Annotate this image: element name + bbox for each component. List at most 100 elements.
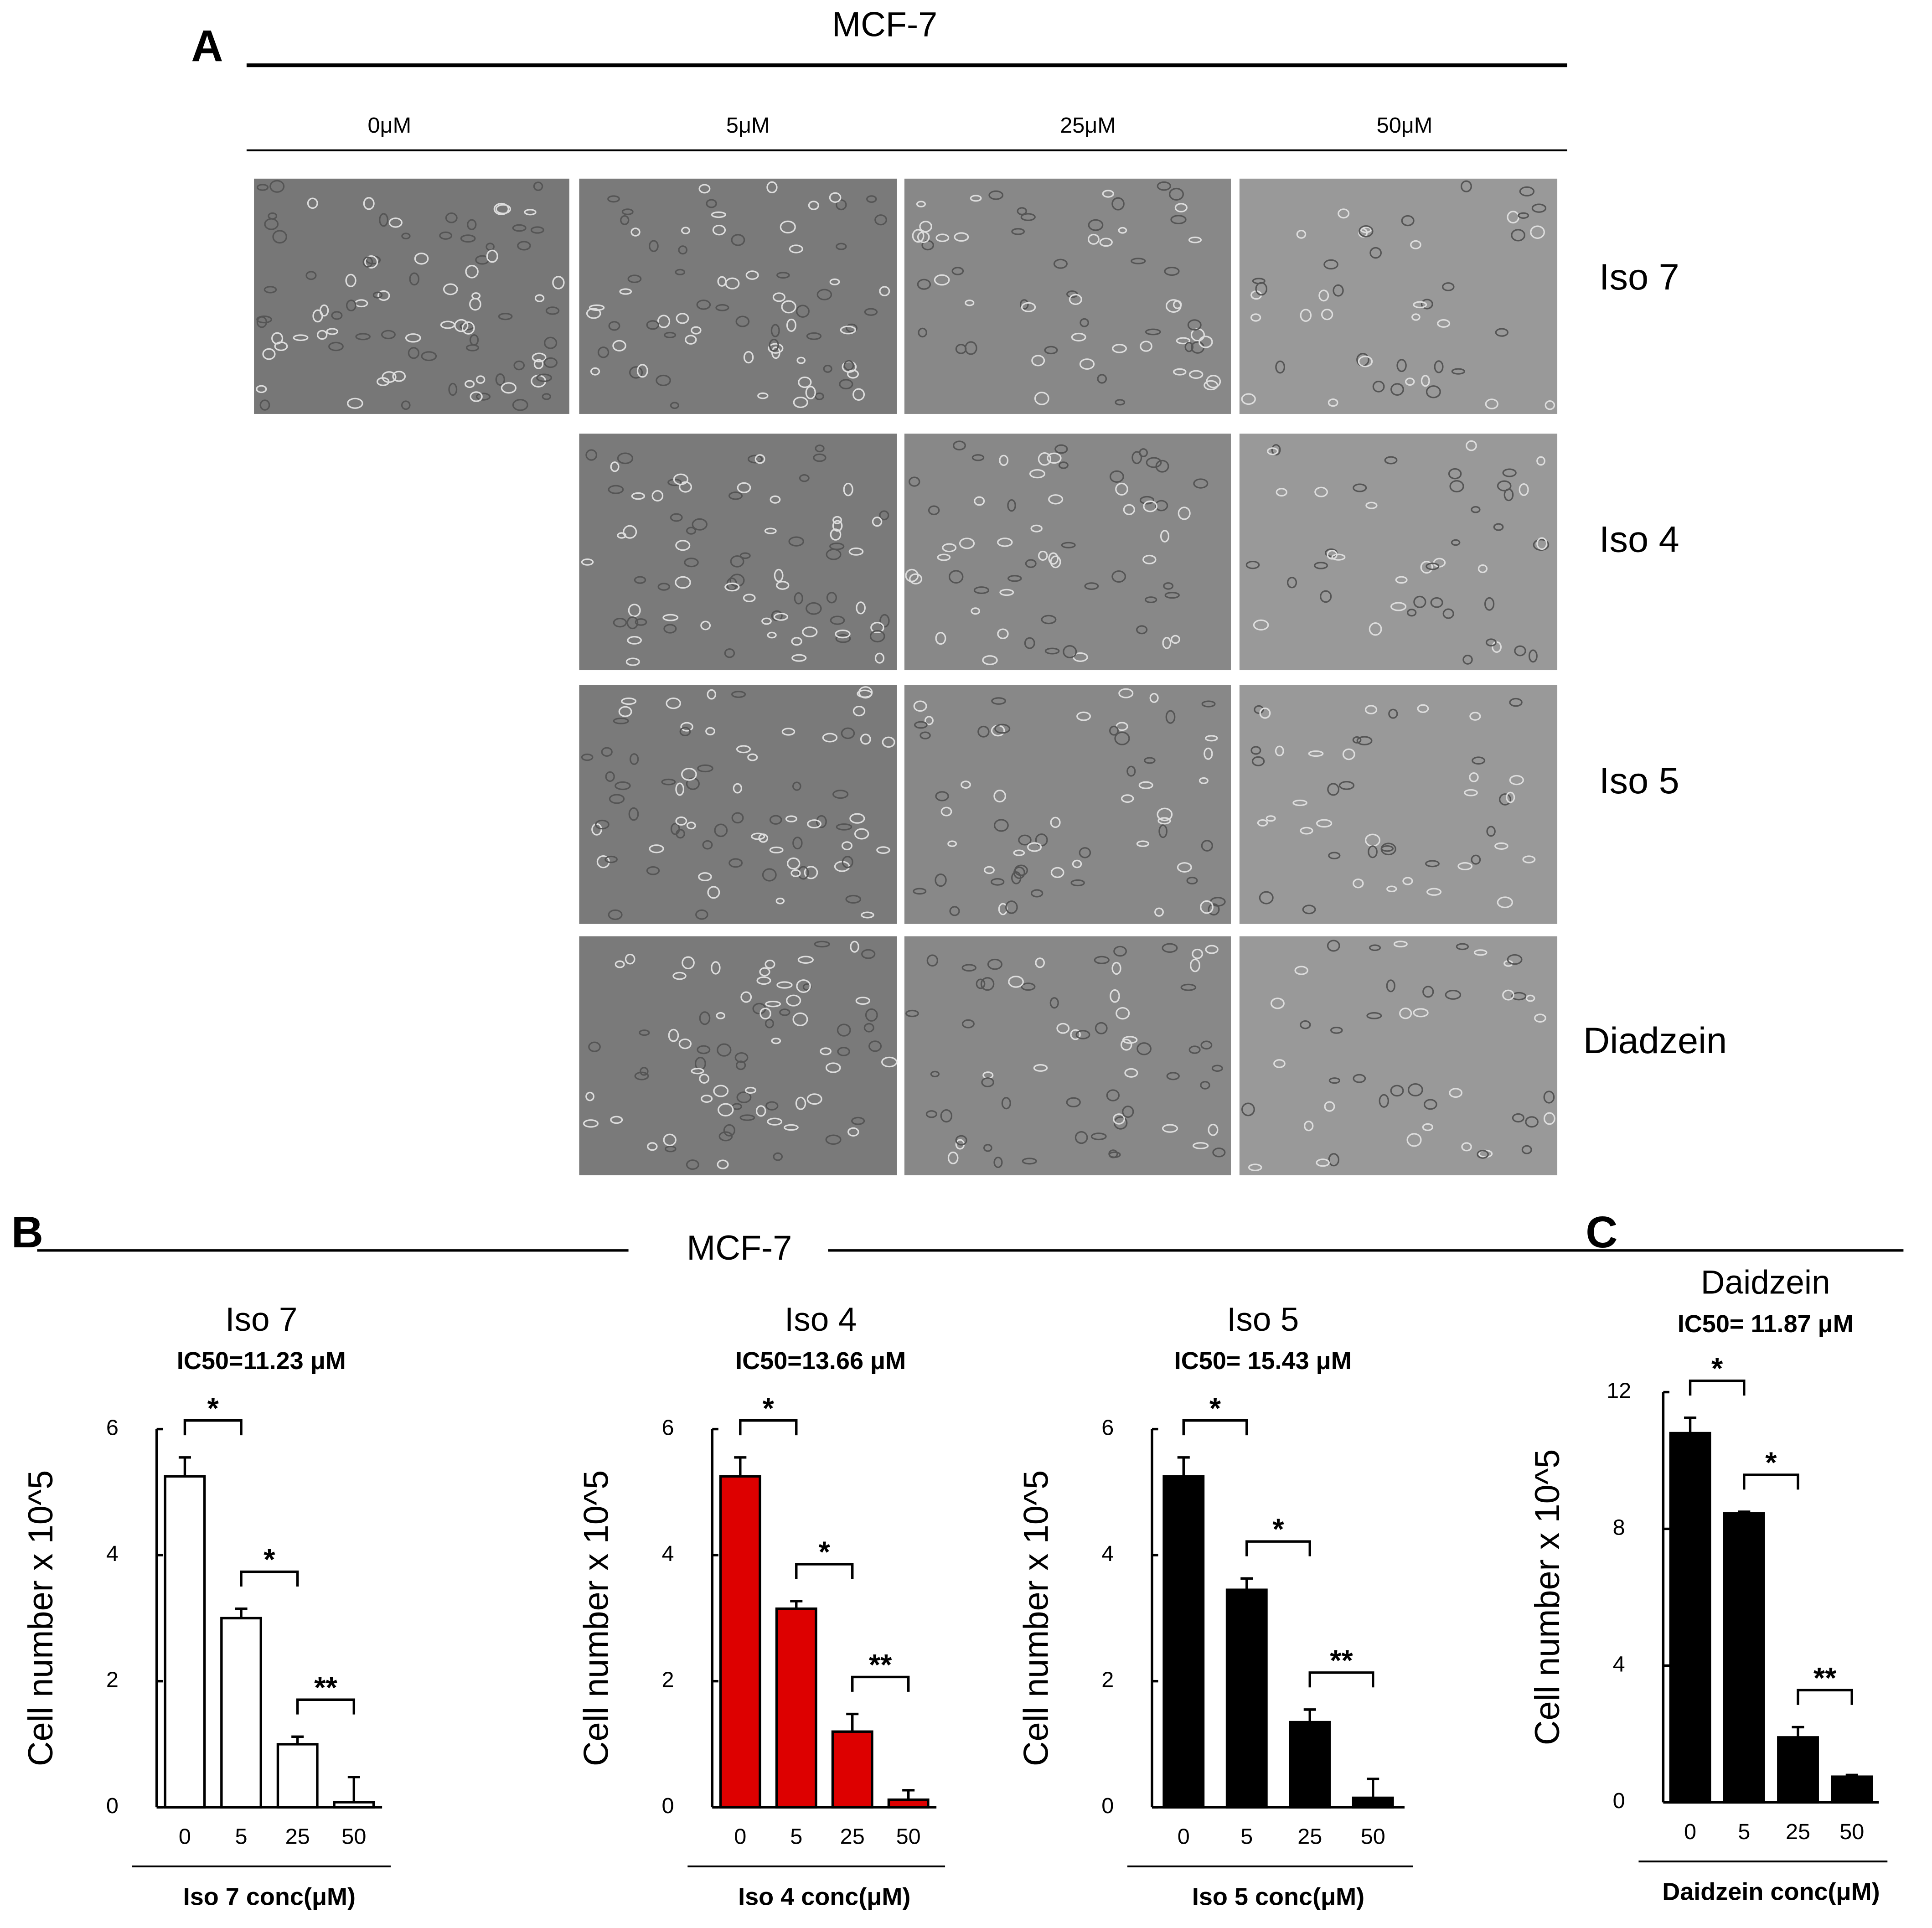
error-bar	[1738, 1510, 1751, 1514]
y-tick-label: 6	[662, 1415, 674, 1440]
cell	[1061, 542, 1076, 548]
cell	[681, 227, 690, 234]
cell	[1110, 989, 1120, 1003]
cell	[607, 195, 620, 203]
cell	[718, 1103, 734, 1116]
cell	[443, 283, 458, 295]
cell	[1131, 258, 1146, 264]
cell	[1120, 1039, 1132, 1051]
cell	[1158, 824, 1167, 838]
cell	[1177, 862, 1192, 873]
micrograph-bg	[904, 936, 1231, 1175]
cell	[739, 1114, 755, 1121]
cell	[813, 453, 827, 462]
cell	[712, 224, 726, 236]
cell	[1011, 871, 1022, 884]
cell	[1163, 582, 1174, 590]
cell	[1180, 983, 1197, 991]
cell	[530, 226, 544, 234]
cell	[1001, 1097, 1011, 1110]
cell	[613, 718, 629, 724]
cell	[1413, 301, 1427, 309]
cell	[682, 956, 695, 970]
cell	[675, 269, 686, 275]
chart-title: Iso 5	[1227, 1301, 1299, 1338]
cell	[1276, 488, 1287, 497]
cell	[1393, 941, 1408, 948]
significance-label: *	[1209, 1391, 1221, 1425]
bar	[1225, 1588, 1268, 1809]
cell	[1511, 229, 1525, 242]
cell	[1495, 328, 1508, 337]
cell	[1328, 398, 1338, 407]
cell	[832, 790, 849, 799]
cell	[345, 274, 356, 287]
cell	[1056, 1023, 1070, 1034]
micrograph	[579, 936, 898, 1175]
cell	[935, 873, 947, 887]
cell	[533, 359, 544, 369]
cell	[414, 253, 429, 265]
significance-bracket	[1308, 1671, 1374, 1688]
cell	[909, 476, 920, 487]
y-tick-label: 0	[1613, 1788, 1625, 1813]
cell	[1267, 447, 1279, 455]
cell	[772, 292, 786, 302]
cell	[841, 841, 853, 851]
cell	[545, 306, 560, 315]
cell	[1072, 859, 1082, 868]
cell	[759, 967, 770, 977]
cell	[1095, 1022, 1108, 1034]
cell	[739, 552, 751, 559]
cell	[1405, 377, 1415, 386]
cell	[1165, 299, 1182, 313]
error-bar	[347, 1776, 360, 1803]
micrograph-bg	[579, 685, 897, 924]
cell	[785, 815, 797, 822]
cell	[618, 706, 632, 717]
x-tick-label: 5	[1240, 1825, 1253, 1849]
cell	[1146, 457, 1162, 468]
cell	[532, 352, 547, 362]
cell	[1302, 905, 1316, 915]
cell	[990, 878, 1005, 886]
cell	[765, 1018, 774, 1029]
micrograph	[579, 178, 897, 414]
cell	[1525, 994, 1535, 1002]
cell	[1115, 482, 1128, 496]
cell	[730, 555, 744, 568]
x-tick-label: 0	[734, 1825, 746, 1849]
micrograph-bg	[904, 685, 1231, 924]
cell	[789, 244, 803, 253]
cell	[1251, 756, 1265, 766]
cell	[965, 300, 975, 306]
micrograph-bg	[579, 178, 897, 414]
cell	[670, 823, 680, 835]
error-bar	[1177, 1456, 1190, 1477]
cell	[765, 1001, 781, 1008]
error-bar	[1684, 1416, 1697, 1433]
cell	[495, 373, 505, 386]
cell	[475, 393, 491, 401]
cell	[1461, 1142, 1472, 1152]
cell	[685, 335, 697, 345]
cell	[961, 781, 971, 789]
cell	[864, 308, 878, 316]
micrograph	[1239, 434, 1558, 671]
cell	[784, 1124, 799, 1131]
cell	[663, 1133, 677, 1147]
cell	[1511, 992, 1527, 1001]
cell	[272, 230, 287, 244]
cell	[924, 716, 934, 725]
cell	[1145, 328, 1161, 336]
cell	[1271, 444, 1281, 456]
cell	[1136, 840, 1149, 847]
cell	[1071, 332, 1086, 342]
cell	[1241, 1102, 1255, 1116]
cell	[934, 274, 950, 286]
cell	[608, 321, 620, 331]
cell	[626, 616, 639, 630]
cell	[948, 570, 964, 584]
cell	[988, 190, 1004, 200]
micrograph-bg	[1239, 434, 1558, 671]
